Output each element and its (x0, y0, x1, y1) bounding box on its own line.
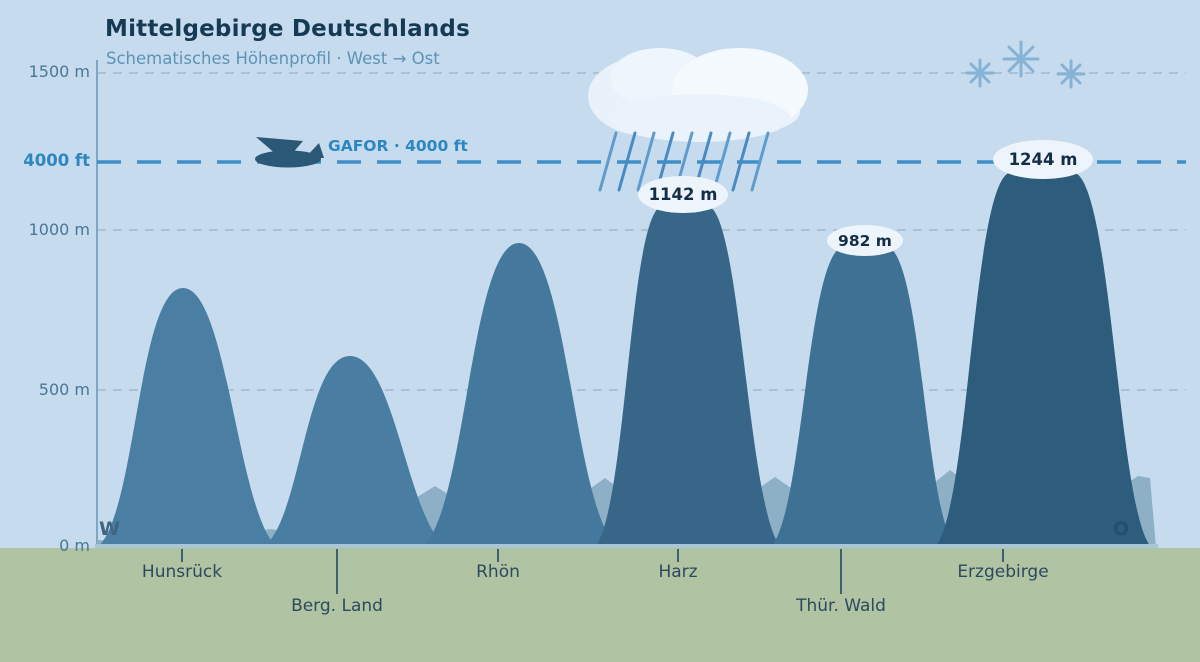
mountain-harz (588, 206, 788, 551)
category-ticks (181, 549, 1004, 594)
rain-cloud-icon (588, 48, 808, 142)
ground (0, 548, 1200, 662)
mountain-label-thueringer-wald: Thür. Wald (796, 596, 886, 616)
snowflakes-icon (965, 40, 1086, 89)
mountain-hunsrueck (88, 288, 287, 551)
page-subtitle: Schematisches Höhenprofil · West → Ost (106, 49, 440, 68)
east-marker: O (1113, 518, 1130, 540)
mountain-label-hunsrueck: Hunsrück (141, 562, 223, 582)
mountain-erzgebirge (928, 172, 1158, 551)
gafor-label: GAFOR · 4000 ft (328, 137, 468, 155)
peak-badge-harz: 1142 m (638, 176, 728, 213)
yaxis-label-1500m: 1500 m (28, 62, 90, 81)
page-title: Mittelgebirge Deutschlands (105, 16, 470, 42)
yaxis-label-500m: 500 m (38, 380, 90, 399)
peak-badge-erzgebirge: 1244 m (993, 140, 1093, 179)
mountain-bergisches-land (252, 356, 458, 551)
yaxis-label-4000ft: 4000 ft (23, 151, 90, 170)
yaxis-label-1000m: 1000 m (28, 220, 90, 239)
snowflake-icon (1002, 40, 1040, 78)
mountain-label-bergisches-land: Berg. Land (291, 596, 383, 616)
mountain-rhoen (412, 243, 628, 551)
west-marker: W (99, 518, 120, 540)
peak-badge-thueringer-wald: 982 m (827, 225, 903, 256)
snowflake-icon (1056, 59, 1086, 89)
cloud-puff (610, 94, 790, 142)
mountain-label-erzgebirge: Erzgebirge (957, 562, 1049, 582)
mountain-label-harz: Harz (658, 562, 698, 582)
yaxis-label-0m: 0 m (59, 536, 90, 555)
mountain-label-rhoen: Rhön (476, 562, 520, 582)
aircraft-icon (255, 137, 324, 168)
snowflake-icon (965, 58, 995, 88)
mountain-thueringer-wald (763, 246, 963, 551)
ridge-base-strip (95, 544, 1158, 549)
